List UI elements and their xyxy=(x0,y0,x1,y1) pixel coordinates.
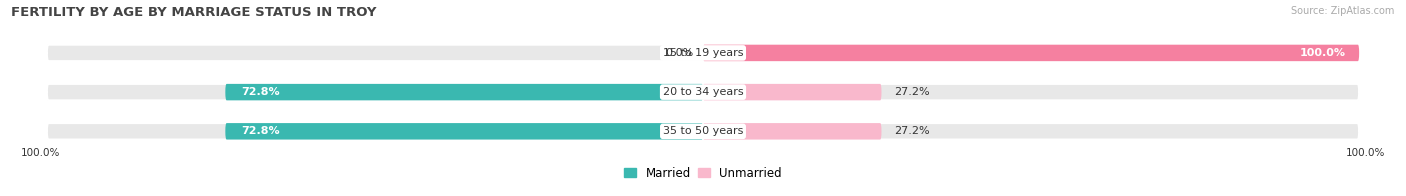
Text: 20 to 34 years: 20 to 34 years xyxy=(662,87,744,97)
FancyBboxPatch shape xyxy=(46,84,1360,100)
FancyBboxPatch shape xyxy=(703,123,882,140)
Text: 100.0%: 100.0% xyxy=(1301,48,1346,58)
Text: 15 to 19 years: 15 to 19 years xyxy=(662,48,744,58)
FancyBboxPatch shape xyxy=(46,45,1360,61)
Text: 100.0%: 100.0% xyxy=(1346,148,1385,158)
FancyBboxPatch shape xyxy=(703,84,882,100)
Text: 72.8%: 72.8% xyxy=(242,126,280,136)
Text: FERTILITY BY AGE BY MARRIAGE STATUS IN TROY: FERTILITY BY AGE BY MARRIAGE STATUS IN T… xyxy=(11,6,377,19)
Text: 27.2%: 27.2% xyxy=(894,87,931,97)
Text: 27.2%: 27.2% xyxy=(894,126,931,136)
Text: 0.0%: 0.0% xyxy=(665,48,693,58)
Legend: Married, Unmarried: Married, Unmarried xyxy=(624,167,782,180)
Text: 35 to 50 years: 35 to 50 years xyxy=(662,126,744,136)
FancyBboxPatch shape xyxy=(225,84,703,100)
FancyBboxPatch shape xyxy=(46,123,1360,140)
FancyBboxPatch shape xyxy=(225,123,703,140)
Text: 72.8%: 72.8% xyxy=(242,87,280,97)
Text: Source: ZipAtlas.com: Source: ZipAtlas.com xyxy=(1291,6,1395,16)
FancyBboxPatch shape xyxy=(703,45,1360,61)
Text: 100.0%: 100.0% xyxy=(21,148,60,158)
